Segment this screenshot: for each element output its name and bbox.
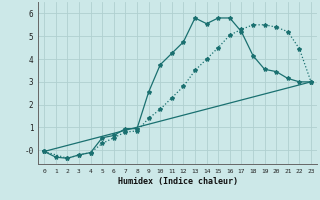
X-axis label: Humidex (Indice chaleur): Humidex (Indice chaleur) <box>118 177 238 186</box>
